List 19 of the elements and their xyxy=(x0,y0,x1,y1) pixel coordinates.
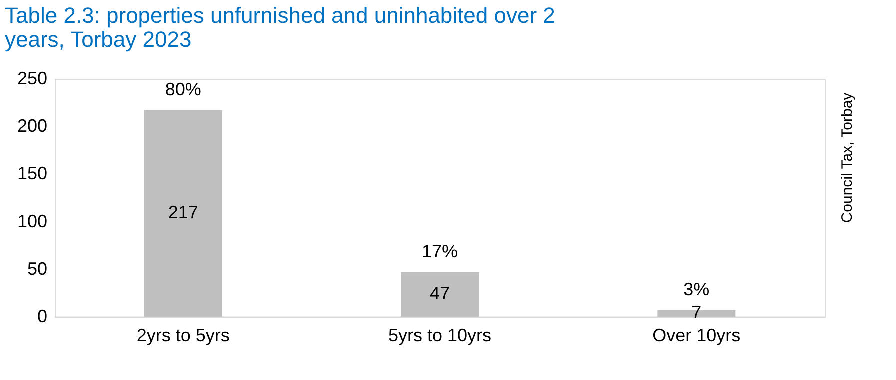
data-label: 217 xyxy=(168,202,198,223)
bar xyxy=(144,110,222,317)
y-tick-label: 250 xyxy=(17,68,48,88)
y-tick-label: 150 xyxy=(17,164,48,184)
bar xyxy=(401,272,479,317)
data-label: 7 xyxy=(692,302,702,323)
y-tick-label: 0 xyxy=(37,306,48,326)
data-label: 47 xyxy=(430,284,450,304)
y-tick-label: 200 xyxy=(17,116,48,136)
chart-title: Table 2.3: properties unfurnished and uninhabited over 2 years, Torbay 2023 xyxy=(5,3,556,52)
text: Council Tax, Torbay xyxy=(839,92,856,224)
annotation: 80% xyxy=(165,79,202,100)
annotation: 17% xyxy=(422,241,458,262)
x-tick-label: 2yrs to 5yrs xyxy=(136,326,230,346)
x-tick-label: Over 10yrs xyxy=(652,326,741,346)
y-tick-label: 100 xyxy=(17,211,48,232)
y-tick-label: 50 xyxy=(27,258,48,279)
x-tick-label: 5yrs to 10yrs xyxy=(388,326,492,346)
annotation: 3% xyxy=(684,279,710,300)
